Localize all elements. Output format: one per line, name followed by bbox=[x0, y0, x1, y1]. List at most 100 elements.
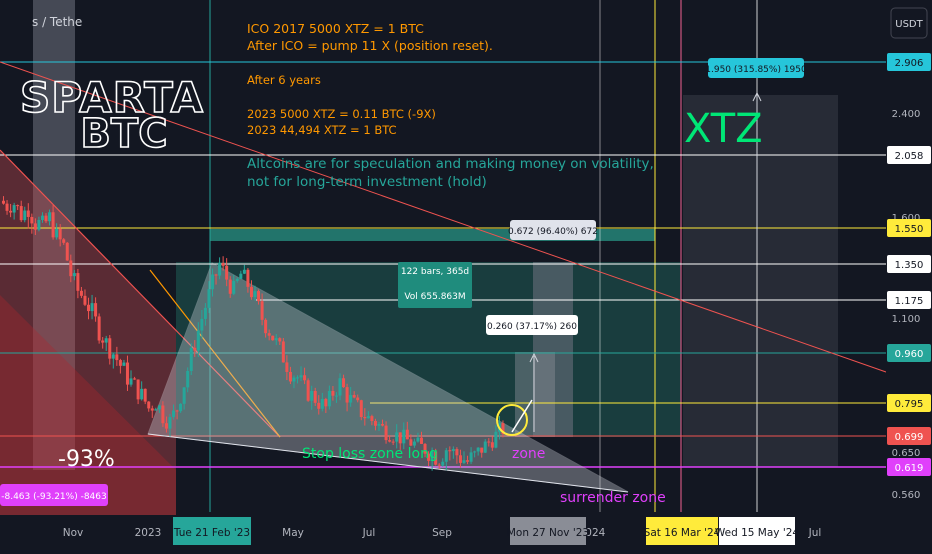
svg-text:Mon 27 Nov '23: Mon 27 Nov '23 bbox=[507, 527, 589, 539]
candle-body bbox=[157, 405, 161, 410]
long-position-box bbox=[515, 352, 555, 437]
candle-body bbox=[115, 354, 119, 361]
svg-text:0.260 (37.17%) 260: 0.260 (37.17%) 260 bbox=[487, 322, 577, 332]
orange-trend-line bbox=[149, 269, 281, 438]
candle-body bbox=[466, 460, 470, 462]
candle-body bbox=[451, 449, 455, 452]
candle-body bbox=[23, 210, 27, 221]
price-level-labels: 2.906 2.058 1.550 1.350 1.175 0.960 0.795 0.699… bbox=[887, 53, 931, 476]
candle-body bbox=[179, 403, 183, 412]
candle-body bbox=[462, 460, 466, 463]
zone-label: zone bbox=[512, 446, 545, 462]
candle-body bbox=[444, 450, 448, 462]
logo-line2: BTC bbox=[80, 111, 167, 157]
line-2023-a: 2023 5000 XTZ = 0.11 BTC (-9X) bbox=[247, 107, 436, 121]
time-tick: Sep bbox=[432, 527, 452, 539]
price-level-label: 2.906 bbox=[887, 53, 931, 71]
falling-channel-zone bbox=[0, 150, 176, 515]
candle-body bbox=[402, 429, 406, 444]
candle-body bbox=[175, 410, 179, 412]
currency-label: USDT bbox=[895, 19, 923, 30]
currency-button[interactable] bbox=[890, 7, 928, 39]
svg-text:0.960: 0.960 bbox=[895, 349, 924, 360]
candle-body bbox=[299, 375, 303, 378]
measure-low-label: 0.260 (37.17%) 260 bbox=[486, 315, 578, 335]
entry-circle bbox=[496, 404, 528, 436]
candle-body bbox=[331, 390, 335, 396]
candle-body bbox=[182, 387, 186, 404]
price-level-label: 1.175 bbox=[887, 291, 931, 309]
candle-body bbox=[72, 273, 76, 277]
candle-body bbox=[79, 290, 83, 296]
horizontal-levels bbox=[0, 61, 886, 468]
long-downtrend-line bbox=[0, 61, 887, 373]
candle-body bbox=[12, 205, 16, 213]
candle-body bbox=[349, 395, 353, 403]
candle-body bbox=[267, 333, 271, 336]
candle-body bbox=[196, 330, 200, 351]
candle-body bbox=[398, 432, 402, 444]
candle-body bbox=[278, 338, 282, 342]
candle-body bbox=[26, 210, 30, 217]
price-level-label: 2.058 bbox=[887, 146, 931, 164]
candle-body bbox=[288, 371, 292, 382]
candle-body bbox=[494, 431, 498, 448]
candle-body bbox=[480, 447, 484, 453]
candle-body bbox=[58, 228, 62, 240]
altcoins-line2: not for long-term investment (hold) bbox=[247, 174, 487, 190]
svg-text:-8.463 (-93.21%) -8463: -8.463 (-93.21%) -8463 bbox=[1, 492, 106, 502]
candle-body bbox=[292, 377, 296, 382]
time-highlight: Wed 15 May '24 bbox=[715, 517, 800, 545]
candle-body bbox=[30, 216, 34, 224]
candle-body bbox=[239, 273, 243, 279]
candle-body bbox=[133, 378, 137, 380]
candle-body bbox=[228, 279, 232, 294]
measure-drop-label: -8.463 (-93.21%) -8463 bbox=[0, 484, 108, 506]
candle-body bbox=[143, 388, 147, 402]
candle-body bbox=[296, 377, 300, 379]
candle-body bbox=[388, 440, 392, 442]
candle-body bbox=[118, 360, 122, 366]
svg-text:0.795: 0.795 bbox=[895, 399, 924, 410]
candle-body bbox=[37, 219, 41, 230]
time-tick: 2023 bbox=[135, 527, 162, 539]
candle-body bbox=[136, 379, 140, 400]
time-tick: Nov bbox=[63, 527, 84, 539]
candle-body bbox=[189, 347, 193, 371]
channel-upper-line bbox=[0, 149, 281, 438]
candle-body bbox=[33, 223, 37, 230]
svg-text:Wed 15 May '24: Wed 15 May '24 bbox=[715, 527, 800, 539]
candle-body bbox=[313, 390, 317, 403]
candle-body bbox=[405, 429, 409, 440]
candle-body bbox=[434, 451, 438, 465]
candle-body bbox=[232, 280, 236, 294]
svg-text:0.619: 0.619 bbox=[895, 463, 924, 474]
candle-body bbox=[303, 375, 307, 381]
price-level-label: 0.619 bbox=[887, 458, 931, 476]
candle-body bbox=[186, 370, 190, 388]
price-tick: 0.650 bbox=[892, 448, 921, 459]
candle-body bbox=[370, 416, 374, 421]
symbol-fragment: s / Tethe bbox=[32, 15, 82, 29]
time-tick: May bbox=[282, 527, 304, 539]
candle-body bbox=[40, 215, 44, 220]
candle-body bbox=[207, 289, 211, 308]
top-measure-arrow bbox=[752, 91, 762, 102]
price-level-label: 0.699 bbox=[887, 427, 931, 445]
candle-body bbox=[150, 408, 154, 411]
candle-body bbox=[469, 452, 473, 462]
bars-info-box: 122 bars, 365d Vol 655.863M bbox=[398, 262, 472, 308]
candle-body bbox=[359, 400, 363, 418]
candle-body bbox=[274, 338, 278, 341]
candle-body bbox=[62, 239, 66, 243]
bars-volume: Vol 655.863M bbox=[404, 292, 465, 302]
candle-body bbox=[441, 461, 445, 466]
price-tick: 1.100 bbox=[892, 314, 921, 325]
candle-body bbox=[437, 464, 441, 466]
time-highlights: Tue 21 Feb '23 Mon 27 Nov '23 Sat 16 Mar '… bbox=[173, 517, 800, 545]
candle-body bbox=[412, 441, 416, 446]
candle-body bbox=[249, 286, 253, 298]
candle-body bbox=[430, 451, 434, 461]
candle-body bbox=[487, 441, 491, 443]
